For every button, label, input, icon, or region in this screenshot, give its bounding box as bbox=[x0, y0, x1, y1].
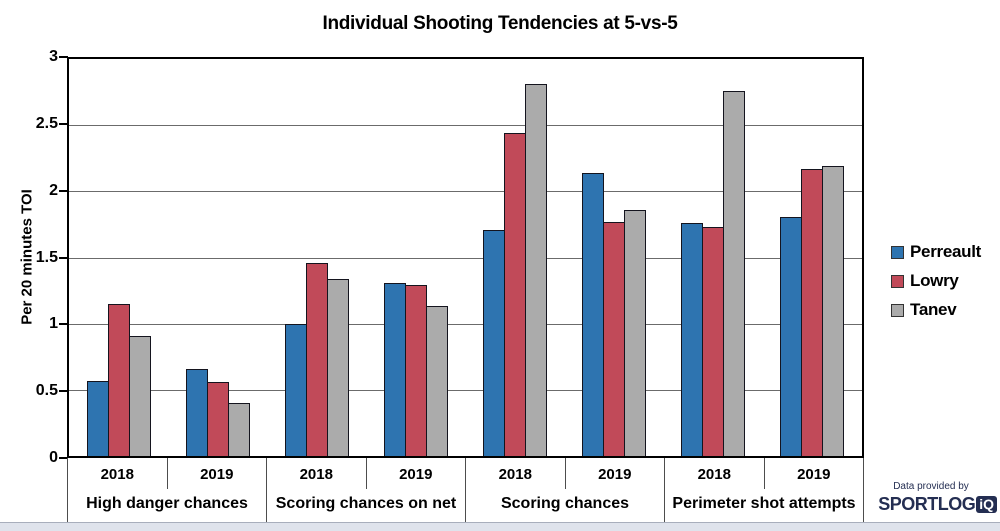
legend-swatch-icon bbox=[891, 245, 904, 259]
y-tick-label: 2.5 bbox=[35, 114, 58, 132]
bar-perreault-5 bbox=[582, 172, 605, 456]
x-year-label: 2018 bbox=[665, 458, 765, 489]
gridline bbox=[69, 323, 862, 325]
bar-group-5 bbox=[565, 59, 664, 456]
x-year-label: 2019 bbox=[566, 458, 665, 489]
legend-swatch-icon bbox=[891, 274, 904, 288]
y-tick-mark bbox=[59, 189, 68, 192]
bar-group-4 bbox=[466, 59, 565, 456]
data-provided-by-label: Data provided by bbox=[893, 481, 969, 492]
y-tick-mark bbox=[59, 256, 68, 259]
x-category-label: Perimeter shot attempts bbox=[672, 495, 856, 512]
bar-groups bbox=[69, 59, 862, 456]
bar-tanev-1 bbox=[227, 403, 250, 456]
bar-group-6 bbox=[664, 59, 763, 456]
y-tick-mark bbox=[59, 122, 68, 125]
bar-lowry-3 bbox=[404, 285, 427, 456]
legend-item-perreault: Perreault bbox=[891, 242, 981, 262]
x-year-label: 2018 bbox=[68, 458, 168, 489]
bar-group-0 bbox=[69, 59, 168, 456]
bar-perreault-6 bbox=[681, 223, 704, 456]
bar-perreault-7 bbox=[780, 216, 803, 456]
bar-lowry-2 bbox=[305, 262, 328, 456]
bar-tanev-7 bbox=[822, 166, 845, 456]
y-tick-label: 1.5 bbox=[35, 248, 58, 266]
y-tick-mark bbox=[59, 390, 68, 393]
y-tick-mark bbox=[59, 457, 68, 459]
bar-tanev-6 bbox=[723, 90, 746, 456]
bar-group-1 bbox=[168, 59, 267, 456]
bar-tanev-4 bbox=[525, 84, 548, 456]
y-tick-label: 0 bbox=[49, 449, 58, 466]
bar-lowry-5 bbox=[603, 221, 626, 456]
gridline bbox=[69, 191, 862, 193]
bar-group-7 bbox=[763, 59, 862, 456]
y-tick-mark bbox=[59, 323, 68, 326]
sportlogiq-iq-badge: iQ bbox=[976, 496, 997, 513]
bar-tanev-3 bbox=[425, 306, 448, 456]
gridline bbox=[69, 389, 862, 391]
x-year-label: 2019 bbox=[797, 466, 831, 483]
legend-swatch-icon bbox=[891, 303, 904, 317]
footer: Data provided by SPORTLOG iQ bbox=[865, 481, 997, 515]
bar-group-2 bbox=[267, 59, 366, 456]
bar-tanev-5 bbox=[624, 209, 647, 456]
y-tick-label: 2 bbox=[49, 181, 58, 199]
legend-item-lowry: Lowry bbox=[891, 271, 981, 291]
legend-item-tanev: Tanev bbox=[891, 300, 981, 320]
legend: Perreault Lowry Tanev bbox=[891, 242, 981, 329]
y-tick-label: 1 bbox=[49, 315, 58, 333]
x-year-label: 2019 bbox=[367, 458, 466, 489]
gridline bbox=[69, 257, 862, 259]
plot-area bbox=[67, 57, 864, 458]
x-axis-category-row: High danger chances Scoring chances on ne… bbox=[68, 489, 863, 522]
legend-label: Tanev bbox=[910, 300, 957, 319]
bar-group-3 bbox=[366, 59, 465, 456]
x-category-label: High danger chances bbox=[68, 489, 267, 522]
bar-lowry-0 bbox=[107, 303, 130, 456]
bar-perreault-0 bbox=[86, 380, 109, 456]
legend-label: Lowry bbox=[910, 271, 959, 290]
bottom-edge-strip bbox=[0, 522, 1000, 531]
y-tick-mark bbox=[59, 56, 68, 58]
x-axis-year-row: 2018 2019 2018 2019 2018 2019 2018 2019 bbox=[68, 458, 863, 489]
bar-perreault-4 bbox=[483, 229, 506, 456]
bar-tanev-0 bbox=[128, 335, 151, 456]
bar-perreault-2 bbox=[284, 323, 307, 456]
x-year-label: 2018 bbox=[267, 458, 367, 489]
bar-perreault-3 bbox=[383, 282, 406, 456]
y-tick-label: 0.5 bbox=[35, 382, 58, 400]
bar-lowry-6 bbox=[702, 227, 725, 456]
y-tick-label: 3 bbox=[49, 48, 58, 65]
chart-title: Individual Shooting Tendencies at 5-vs-5 bbox=[322, 13, 678, 34]
legend-label: Perreault bbox=[910, 242, 982, 261]
x-category-label: Scoring chances on net bbox=[267, 489, 466, 522]
x-year-label: 2018 bbox=[466, 458, 566, 489]
bar-perreault-1 bbox=[185, 368, 208, 456]
bar-tanev-2 bbox=[326, 278, 349, 456]
x-year-label: 2019 bbox=[168, 458, 267, 489]
bar-lowry-1 bbox=[206, 381, 229, 456]
sportlogiq-logo: SPORTLOG iQ bbox=[865, 494, 997, 515]
gridline bbox=[69, 125, 862, 127]
sportlogiq-wordmark: SPORTLOG bbox=[878, 494, 976, 514]
x-axis: 2018 2019 2018 2019 2018 2019 2018 2019 High da… bbox=[67, 458, 864, 522]
bar-lowry-4 bbox=[504, 133, 527, 456]
x-category-label: Scoring chances bbox=[466, 489, 665, 522]
bar-lowry-7 bbox=[801, 168, 824, 456]
